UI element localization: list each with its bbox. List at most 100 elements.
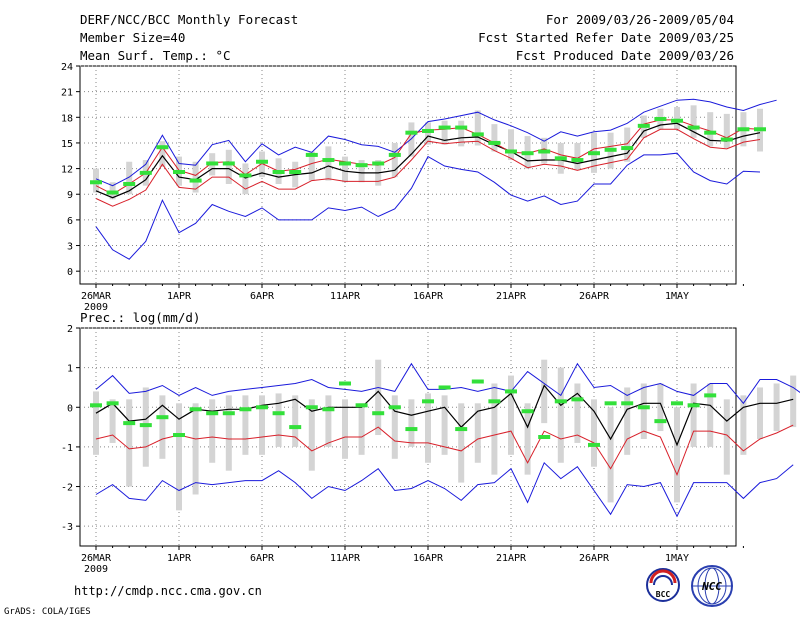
prec-observed-mark (505, 389, 517, 394)
footer-url[interactable]: http://cmdp.ncc.cma.gov.cn (74, 584, 262, 598)
temp-observed-mark (471, 132, 484, 137)
temp-spread-box (159, 141, 166, 167)
prec-observed-mark (189, 407, 202, 412)
temp-spread-box (259, 151, 265, 178)
temp-spread-box (508, 129, 514, 161)
temp-xtick-label: 6APR (250, 291, 275, 302)
prec-spread-box (674, 407, 680, 503)
temp-ytick-label: 0 (67, 267, 73, 278)
temp-observed-mark (139, 170, 152, 175)
prec-spread-box (325, 395, 332, 447)
prec-spread-box (773, 383, 780, 432)
temp-observed-mark (588, 151, 600, 156)
temp-observed-mark (405, 130, 418, 135)
prec-xtick-label: 1MAY (665, 553, 689, 564)
prec-spread-box (690, 383, 697, 447)
temp-xtick-label: 26APR (579, 291, 610, 302)
bcc-logo: BCC (646, 568, 680, 602)
prec-spread-box (375, 359, 382, 436)
bcc-logo-text: BCC (656, 590, 671, 599)
prec-observed-mark (239, 407, 252, 412)
temp-ytick-label: 15 (61, 139, 73, 150)
temp-spread-box (474, 110, 481, 146)
prec-observed-mark (156, 415, 169, 420)
prec-spread-box (225, 395, 232, 471)
temp-spread-box (491, 124, 498, 152)
temp-observed-mark (604, 147, 617, 152)
prec-spread-box (358, 403, 365, 455)
prec-spread-box (640, 383, 647, 439)
header-title: DERF/NCC/BCC Monthly Forecast (80, 12, 298, 27)
prec-observed-mark (173, 433, 185, 438)
temp-spread-box (674, 107, 680, 130)
prec-spread-box (624, 387, 631, 455)
prec-observed-mark (455, 427, 468, 432)
temp-observed-mark (256, 159, 268, 164)
prec-observed-mark (621, 401, 634, 406)
prec-xtick-label: 26APR (579, 553, 610, 564)
temp-observed-mark (538, 149, 551, 154)
prec-observed-mark (388, 405, 401, 410)
prec-spread-box (391, 395, 398, 459)
temp-observed-mark (422, 128, 434, 133)
prec-observed-mark (604, 401, 617, 406)
temp-spread-box (458, 120, 465, 147)
prec-spread-box (308, 399, 315, 471)
prec-ensemble-mean-line (95, 384, 794, 447)
temp-observed-mark (173, 170, 185, 175)
temp-observed-mark (571, 158, 584, 163)
prec-spread-box (441, 395, 448, 455)
temp-observed-mark (455, 125, 468, 130)
temp-spread-box (690, 105, 697, 138)
header-started: Fcst Started Refer Date 2009/03/25 (478, 30, 734, 45)
temp-observed-mark (189, 178, 202, 183)
footer-credit: GrADS: COLA/IGES (4, 607, 91, 617)
header-variable: Mean Surf. Temp.: °C (80, 48, 231, 63)
prec-xtick-label: 26MAR (81, 553, 112, 564)
temp-observed-mark (272, 170, 285, 175)
prec-observed-mark (637, 405, 650, 410)
temp-spread-box (723, 113, 730, 149)
prec-spread-box (524, 403, 531, 475)
temp-observed-mark (339, 161, 351, 166)
temp-spread-box (225, 149, 232, 184)
prec-observed-mark (106, 401, 119, 406)
prec-spread-box (591, 399, 597, 467)
prec-spread-box (491, 383, 498, 475)
temp-observed-mark (687, 125, 700, 130)
temp-spread-box (192, 161, 199, 193)
temp-observed-mark (372, 161, 385, 166)
temp-ytick-label: 9 (67, 190, 73, 201)
temp-spread-box (707, 112, 714, 147)
prec-spread-box (109, 399, 116, 443)
prec-observed-mark (90, 403, 102, 408)
prec-observed-mark (521, 409, 534, 414)
temp-xtick-label: 1APR (167, 291, 192, 302)
temp-xtick-label: 11APR (330, 291, 361, 302)
prec-ensemble-min-line (95, 461, 794, 518)
temp-observed-mark (621, 146, 634, 151)
temp-ytick-label: 6 (67, 216, 73, 227)
prec-observed-mark (671, 401, 683, 406)
temp-observed-mark (438, 125, 451, 130)
temp-observed-mark (322, 158, 335, 163)
temp-observed-mark (305, 152, 318, 157)
prec-ensemble-max-line (95, 362, 800, 405)
prec-observed-mark (554, 399, 567, 404)
prec-spread-box (408, 399, 415, 447)
prec-spread-box (657, 383, 664, 432)
prec-spread-box (93, 391, 99, 455)
header-period: For 2009/03/26-2009/05/04 (546, 12, 734, 27)
prec-ytick-label: -2 (61, 483, 73, 494)
prec-spread-box (458, 403, 465, 483)
precip-title: Prec.: log(mm/d) (80, 310, 200, 325)
prec-spread-box (474, 403, 481, 463)
prec-spread-box (275, 393, 282, 447)
temp-ytick-label: 24 (61, 62, 73, 73)
prec-spread-box (342, 399, 348, 459)
temp-spread-box (574, 142, 581, 171)
prec-observed-mark (654, 419, 667, 424)
